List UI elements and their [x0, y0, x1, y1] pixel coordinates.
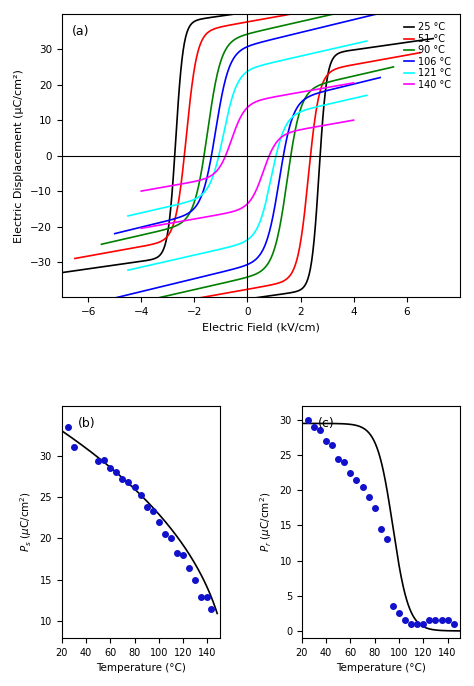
- Point: [94, 456, 102, 467]
- Text: (a): (a): [72, 25, 89, 38]
- Point: [131, 482, 138, 493]
- Point: [137, 490, 145, 501]
- Legend: 25 °C, 51 °C, 90 °C, 106 °C, 121 °C, 140 °C: 25 °C, 51 °C, 90 °C, 106 °C, 121 °C, 140…: [401, 19, 455, 94]
- Y-axis label: $P_r$ ($\mu$C/cm$^2$): $P_r$ ($\mu$C/cm$^2$): [258, 492, 274, 552]
- Point: [179, 549, 187, 560]
- Point: [389, 601, 397, 612]
- Point: [328, 439, 336, 450]
- Point: [112, 466, 120, 477]
- Point: [118, 473, 126, 484]
- Point: [359, 482, 366, 493]
- Point: [444, 615, 451, 626]
- Point: [207, 604, 215, 615]
- Point: [340, 457, 348, 468]
- Point: [155, 517, 163, 528]
- Point: [64, 421, 72, 432]
- Point: [161, 529, 169, 540]
- Point: [426, 615, 433, 626]
- Point: [353, 474, 360, 485]
- X-axis label: Electric Field (kV/cm): Electric Field (kV/cm): [202, 322, 319, 333]
- Point: [316, 425, 324, 436]
- Point: [185, 562, 193, 573]
- Y-axis label: $P_s$ ($\mu$C/cm$^2$): $P_s$ ($\mu$C/cm$^2$): [18, 491, 34, 552]
- Point: [100, 454, 108, 465]
- Point: [346, 467, 354, 478]
- Point: [70, 442, 78, 453]
- Point: [304, 414, 311, 425]
- Point: [173, 547, 181, 558]
- X-axis label: Temperature (°C): Temperature (°C): [96, 663, 185, 673]
- Point: [167, 533, 175, 544]
- Point: [107, 462, 114, 473]
- Point: [198, 591, 205, 602]
- Point: [383, 534, 391, 545]
- Point: [143, 501, 150, 512]
- Text: (b): (b): [77, 417, 95, 430]
- Point: [407, 618, 415, 629]
- Point: [438, 615, 446, 626]
- Point: [365, 492, 373, 503]
- Text: (c): (c): [318, 417, 334, 430]
- Y-axis label: Electric Displacement (μC/cm²): Electric Displacement (μC/cm²): [15, 69, 25, 243]
- Point: [450, 618, 457, 629]
- Point: [204, 591, 211, 602]
- Point: [322, 436, 330, 447]
- Point: [401, 615, 409, 626]
- Point: [191, 574, 199, 585]
- Point: [335, 453, 342, 464]
- Point: [371, 502, 379, 513]
- Point: [377, 523, 384, 534]
- Point: [432, 615, 439, 626]
- Point: [149, 506, 156, 517]
- Point: [419, 618, 427, 629]
- Point: [125, 477, 132, 488]
- Point: [395, 608, 403, 619]
- X-axis label: Temperature (°C): Temperature (°C): [336, 663, 426, 673]
- Point: [413, 618, 421, 629]
- Point: [310, 421, 318, 432]
